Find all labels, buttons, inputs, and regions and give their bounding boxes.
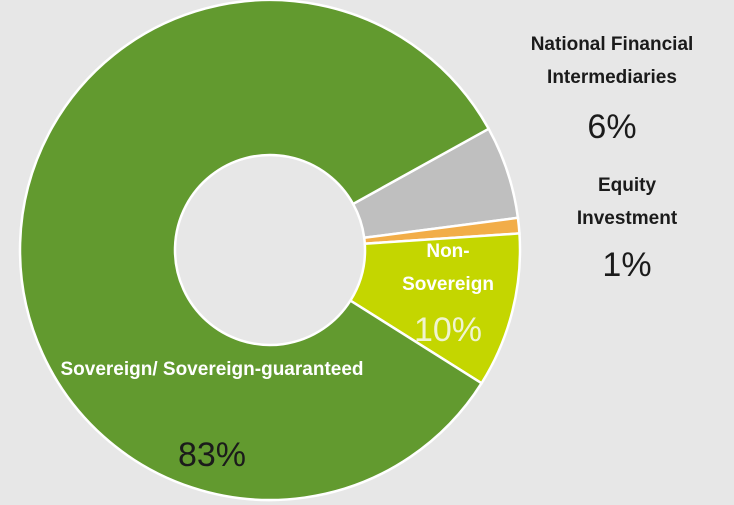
donut-segment	[18, 0, 491, 502]
value-label: 1%	[602, 246, 652, 284]
category-label: National Financial Intermediaries	[530, 34, 694, 88]
category-label: Sovereign/ Sovereign-guaranteed	[60, 359, 364, 380]
value-label: 6%	[587, 108, 637, 146]
value-label: 83%	[177, 436, 247, 474]
category-label: Equity Investment	[576, 175, 678, 229]
category-label: Non-Sovereign	[402, 241, 494, 295]
value-label: 10%	[413, 311, 483, 349]
